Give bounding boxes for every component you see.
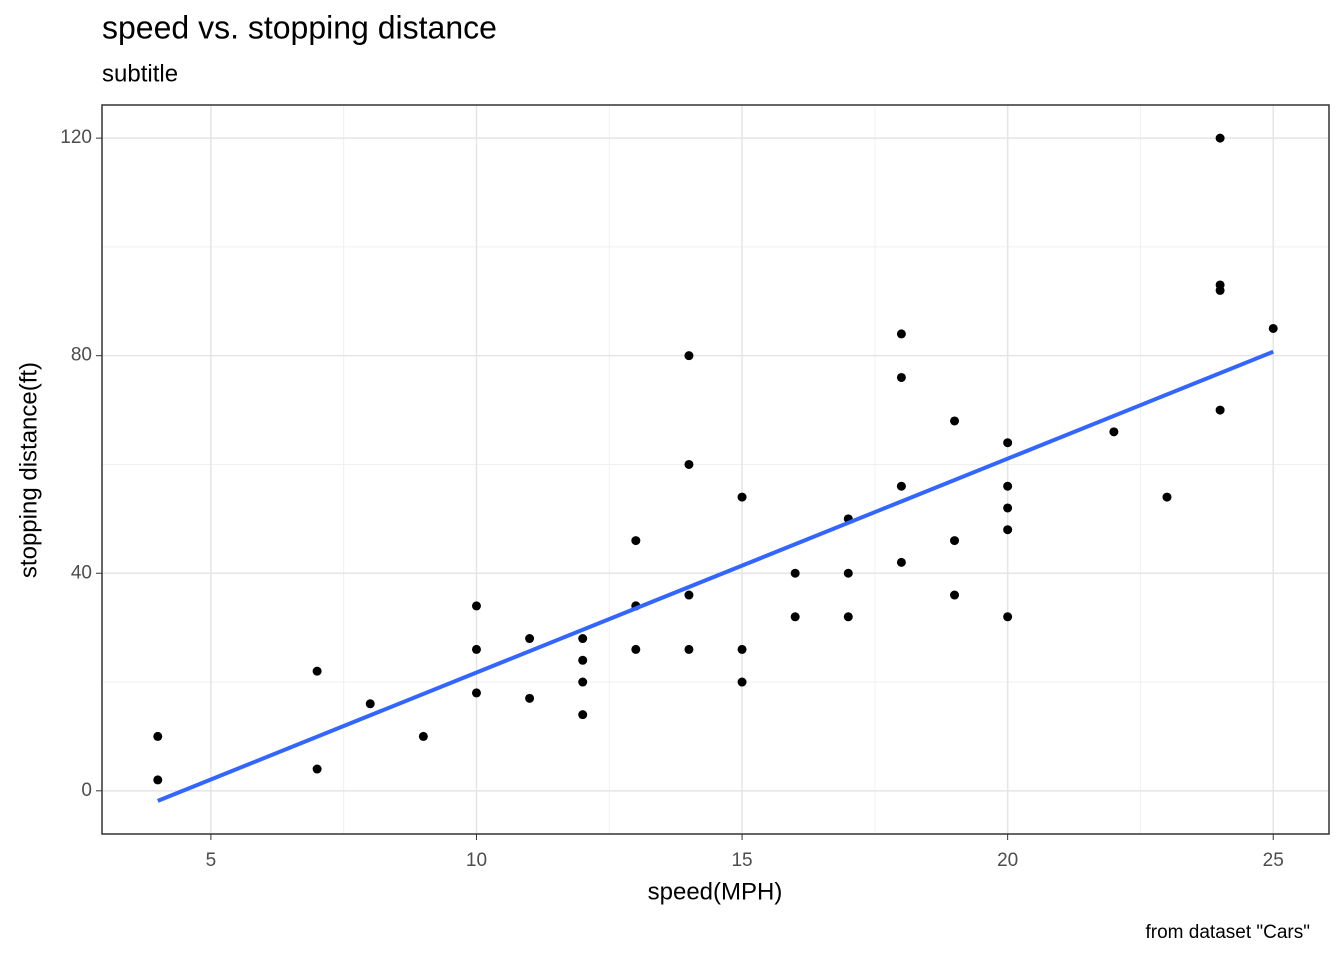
point	[790, 568, 800, 578]
point	[578, 634, 588, 644]
chart-subtitle: subtitle	[102, 60, 178, 87]
point	[1162, 492, 1172, 502]
point	[1003, 612, 1013, 622]
point	[1215, 133, 1225, 143]
x-tick-label: 10	[466, 850, 487, 871]
point	[471, 644, 481, 654]
point	[471, 688, 481, 698]
point	[631, 644, 641, 654]
point	[950, 590, 960, 600]
y-axis-title: stopping distance(ft)	[15, 362, 42, 578]
point	[684, 590, 694, 600]
point	[737, 492, 747, 502]
x-axis-title: speed(MPH)	[648, 878, 783, 905]
y-tick-label: 120	[60, 127, 92, 148]
point	[1003, 438, 1013, 448]
chart-title: speed vs. stopping distance	[102, 9, 497, 45]
point	[790, 612, 800, 622]
point	[1003, 481, 1013, 491]
y-tick-label: 80	[71, 345, 92, 366]
x-tick-label: 5	[206, 850, 217, 871]
point	[525, 634, 535, 644]
point	[1003, 503, 1013, 513]
point	[578, 677, 588, 687]
point	[684, 644, 694, 654]
point	[950, 416, 960, 426]
point	[843, 568, 853, 578]
point	[1003, 525, 1013, 535]
point	[153, 775, 163, 785]
point	[684, 351, 694, 361]
point	[631, 536, 641, 546]
point	[950, 536, 960, 546]
point	[1215, 280, 1225, 290]
x-tick-label: 25	[1263, 850, 1284, 871]
fit-line	[157, 349, 1274, 803]
point	[312, 764, 322, 774]
point	[737, 644, 747, 654]
point	[896, 329, 906, 339]
point	[1268, 323, 1278, 333]
caption: from dataset "Cars"	[1146, 922, 1311, 943]
point	[153, 731, 163, 741]
x-tick-label: 20	[997, 850, 1018, 871]
point	[1215, 405, 1225, 415]
point	[578, 655, 588, 665]
point	[684, 459, 694, 469]
point	[843, 612, 853, 622]
point	[525, 693, 535, 703]
y-tick-label: 40	[71, 562, 92, 583]
point	[471, 601, 481, 611]
panel-border	[101, 104, 1330, 835]
point	[1109, 427, 1119, 437]
point	[418, 731, 428, 741]
point	[312, 666, 322, 676]
y-tick-label: 0	[81, 780, 92, 801]
point	[896, 481, 906, 491]
x-tick-label: 15	[731, 850, 752, 871]
point	[737, 677, 747, 687]
point	[578, 710, 588, 720]
point	[896, 372, 906, 382]
point	[896, 557, 906, 567]
point	[365, 699, 375, 709]
